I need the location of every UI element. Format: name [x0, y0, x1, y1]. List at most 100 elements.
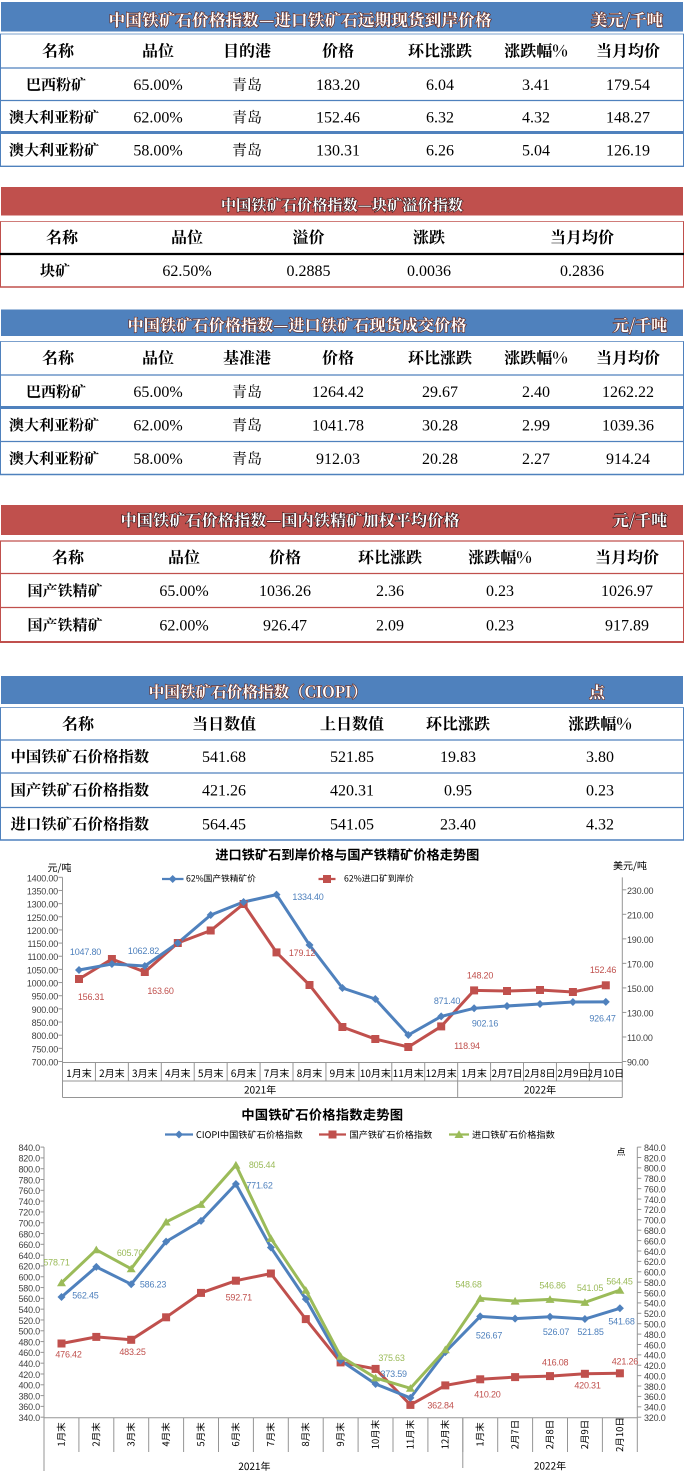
- svg-text:850.00: 850.00: [32, 1018, 59, 1028]
- svg-text:541.68: 541.68: [202, 749, 246, 766]
- svg-text:340.0: 340.0: [18, 1413, 40, 1423]
- svg-text:30.28: 30.28: [422, 417, 458, 434]
- svg-text:421.26: 421.26: [202, 783, 246, 800]
- svg-text:62.00%: 62.00%: [159, 617, 208, 634]
- svg-text:620.0: 620.0: [644, 1257, 666, 1267]
- svg-text:110.00: 110.00: [627, 1033, 653, 1043]
- svg-text:600.0: 600.0: [18, 1273, 40, 1283]
- svg-text:440.0: 440.0: [644, 1351, 666, 1361]
- svg-text:0.23: 0.23: [486, 583, 514, 600]
- svg-text:540.0: 540.0: [18, 1305, 40, 1315]
- svg-text:410.20: 410.20: [474, 1390, 501, 1400]
- svg-text:2.27: 2.27: [522, 451, 550, 468]
- svg-text:760.0: 760.0: [18, 1186, 40, 1196]
- svg-text:500.0: 500.0: [18, 1327, 40, 1337]
- svg-text:680.0: 680.0: [644, 1226, 666, 1236]
- svg-text:480.0: 480.0: [18, 1337, 40, 1347]
- svg-text:914.24: 914.24: [606, 451, 650, 468]
- svg-text:605.70: 605.70: [117, 1248, 144, 1258]
- svg-text:420.0: 420.0: [644, 1361, 666, 1371]
- svg-text:564.45: 564.45: [606, 1277, 633, 1287]
- svg-text:360.0: 360.0: [644, 1392, 666, 1402]
- svg-text:170.00: 170.00: [627, 959, 654, 969]
- svg-text:2.36: 2.36: [376, 583, 404, 600]
- svg-text:130.31: 130.31: [316, 142, 360, 159]
- svg-text:148.20: 148.20: [467, 971, 494, 981]
- svg-text:6.26: 6.26: [426, 142, 454, 159]
- svg-text:580.0: 580.0: [18, 1283, 40, 1293]
- svg-text:62.00%: 62.00%: [133, 417, 182, 434]
- svg-text:20.28: 20.28: [422, 451, 458, 468]
- svg-text:1039.36: 1039.36: [602, 417, 654, 434]
- svg-text:1262.22: 1262.22: [602, 384, 654, 401]
- svg-text:230.00: 230.00: [627, 886, 654, 896]
- svg-text:760.0: 760.0: [644, 1184, 666, 1194]
- svg-text:586.23: 586.23: [140, 1280, 167, 1290]
- svg-text:6.04: 6.04: [426, 77, 454, 94]
- svg-text:148.27: 148.27: [606, 110, 650, 127]
- svg-text:800.00: 800.00: [32, 1031, 59, 1041]
- svg-text:1000.00: 1000.00: [27, 979, 58, 989]
- svg-text:700.0: 700.0: [644, 1216, 666, 1226]
- svg-text:19.83: 19.83: [440, 749, 476, 766]
- svg-text:500.0: 500.0: [644, 1320, 666, 1330]
- svg-text:380.0: 380.0: [644, 1382, 666, 1392]
- svg-text:320.0: 320.0: [644, 1413, 666, 1423]
- svg-text:564.45: 564.45: [202, 817, 246, 834]
- svg-text:540.0: 540.0: [644, 1299, 666, 1309]
- svg-text:163.60: 163.60: [147, 986, 174, 996]
- svg-text:917.89: 917.89: [605, 617, 649, 634]
- svg-text:600.0: 600.0: [644, 1268, 666, 1278]
- svg-text:29.67: 29.67: [422, 384, 458, 401]
- svg-text:720.0: 720.0: [18, 1208, 40, 1218]
- svg-text:750.00: 750.00: [32, 1044, 59, 1054]
- svg-text:660.0: 660.0: [644, 1236, 666, 1246]
- svg-text:2.40: 2.40: [522, 384, 550, 401]
- svg-text:541.05: 541.05: [330, 817, 374, 834]
- svg-text:2.99: 2.99: [522, 417, 550, 434]
- svg-text:1036.26: 1036.26: [259, 583, 311, 600]
- svg-text:420.31: 420.31: [330, 783, 374, 800]
- svg-text:0.2836: 0.2836: [560, 263, 604, 280]
- svg-text:1047.80: 1047.80: [70, 947, 101, 957]
- svg-text:560.0: 560.0: [644, 1288, 666, 1298]
- svg-text:460.0: 460.0: [18, 1348, 40, 1358]
- svg-text:58.00%: 58.00%: [133, 451, 182, 468]
- svg-text:1026.97: 1026.97: [601, 583, 653, 600]
- svg-text:740.0: 740.0: [644, 1195, 666, 1205]
- svg-text:440.0: 440.0: [18, 1359, 40, 1369]
- svg-text:546.86: 546.86: [539, 1281, 566, 1291]
- svg-text:805.44: 805.44: [249, 1160, 276, 1170]
- svg-text:1062.82: 1062.82: [128, 946, 159, 956]
- svg-text:1300.00: 1300.00: [27, 900, 58, 910]
- svg-text:902.16: 902.16: [472, 1019, 499, 1029]
- svg-text:541.68: 541.68: [608, 1317, 635, 1327]
- svg-text:640.0: 640.0: [644, 1247, 666, 1257]
- svg-text:2.09: 2.09: [376, 617, 404, 634]
- svg-text:771.62: 771.62: [246, 1181, 273, 1191]
- svg-text:562.45: 562.45: [72, 1291, 99, 1301]
- svg-text:23.40: 23.40: [440, 817, 476, 834]
- svg-text:380.0: 380.0: [18, 1391, 40, 1401]
- svg-text:578.71: 578.71: [43, 1258, 70, 1268]
- svg-text:400.0: 400.0: [644, 1371, 666, 1381]
- svg-text:840.0: 840.0: [18, 1143, 40, 1153]
- svg-text:1200.00: 1200.00: [27, 926, 58, 936]
- svg-text:480.0: 480.0: [644, 1330, 666, 1340]
- svg-text:373.59: 373.59: [381, 1369, 408, 1379]
- svg-text:0.2885: 0.2885: [287, 263, 331, 280]
- svg-text:520.0: 520.0: [18, 1316, 40, 1326]
- svg-text:6.32: 6.32: [426, 110, 454, 127]
- svg-text:183.20: 183.20: [316, 77, 360, 94]
- svg-text:912.03: 912.03: [316, 451, 360, 468]
- svg-text:680.0: 680.0: [18, 1229, 40, 1239]
- svg-text:548.68: 548.68: [455, 1280, 482, 1290]
- svg-text:58.00%: 58.00%: [133, 142, 182, 159]
- svg-text:179.12: 179.12: [289, 948, 316, 958]
- svg-text:592.71: 592.71: [226, 1292, 253, 1302]
- svg-text:3.41: 3.41: [522, 77, 550, 94]
- svg-text:118.94: 118.94: [454, 1041, 480, 1051]
- svg-text:720.0: 720.0: [644, 1205, 666, 1215]
- svg-text:541.05: 541.05: [577, 1283, 604, 1293]
- svg-text:780.0: 780.0: [18, 1175, 40, 1185]
